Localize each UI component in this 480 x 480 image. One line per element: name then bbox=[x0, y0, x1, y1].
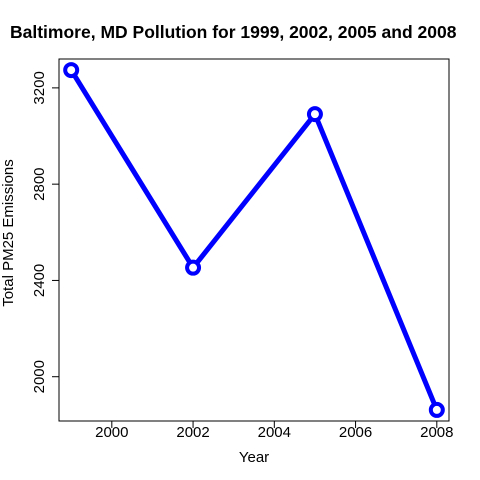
x-tick-label: 2006 bbox=[339, 424, 372, 441]
y-axis-label: Total PM25 Emissions bbox=[0, 159, 17, 307]
data-point-2005 bbox=[306, 106, 323, 123]
x-tick-label: 2008 bbox=[420, 424, 453, 441]
x-axis: 2000 2002 2004 2006 2008 bbox=[95, 420, 454, 441]
data-point-1999 bbox=[63, 62, 80, 79]
chart-title: Baltimore, MD Pollution for 1999, 2002, … bbox=[10, 22, 457, 42]
y-tick-label: 2800 bbox=[31, 167, 48, 200]
y-tick-label: 2400 bbox=[31, 264, 48, 297]
data-point-2008 bbox=[428, 401, 445, 418]
x-tick-label: 2002 bbox=[176, 424, 209, 441]
series-line bbox=[68, 67, 440, 413]
x-tick-label: 2004 bbox=[258, 424, 291, 441]
y-axis: 2000 2400 2800 3200 bbox=[31, 71, 60, 393]
y-tick-label: 3200 bbox=[31, 71, 48, 104]
x-tick-label: 2000 bbox=[95, 424, 128, 441]
y-tick-label: 2000 bbox=[31, 360, 48, 393]
data-point-2002 bbox=[185, 259, 202, 276]
series-layer bbox=[63, 62, 445, 418]
x-axis-label: Year bbox=[239, 449, 269, 466]
